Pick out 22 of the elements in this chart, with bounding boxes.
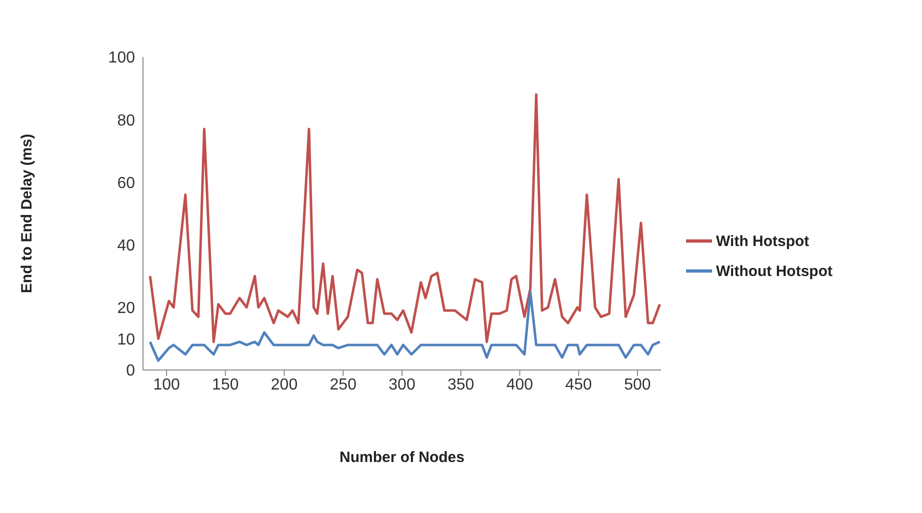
y-tick-label: 60 xyxy=(117,174,136,192)
y-axis-title: End to End Delay (ms) xyxy=(18,134,36,294)
x-tick-label: 200 xyxy=(270,376,298,394)
x-tick-label: 250 xyxy=(330,376,357,394)
y-tick-label: 10 xyxy=(117,331,136,348)
y-tick-label: 80 xyxy=(117,112,136,130)
line-series xyxy=(148,290,661,362)
x-tick-label: 350 xyxy=(448,376,474,394)
x-tick-label: 100 xyxy=(153,376,180,394)
y-tick-label: 20 xyxy=(117,300,136,318)
x-axis-title: Number of Nodes xyxy=(339,449,465,466)
legend-label: Without Hotspot xyxy=(716,262,832,280)
y-tick-label: 0 xyxy=(126,362,136,380)
y-tick-label: 100 xyxy=(108,50,136,67)
x-tick-label: 500 xyxy=(624,376,651,394)
y-tick-label: 40 xyxy=(117,237,136,254)
x-tick-label: 400 xyxy=(506,376,534,394)
x-tick-label: 450 xyxy=(565,376,592,394)
line-series xyxy=(148,93,661,344)
x-tick-label: 300 xyxy=(388,376,416,394)
x-tick-label: 150 xyxy=(212,376,239,394)
legend-label: With Hotspot xyxy=(716,232,810,250)
